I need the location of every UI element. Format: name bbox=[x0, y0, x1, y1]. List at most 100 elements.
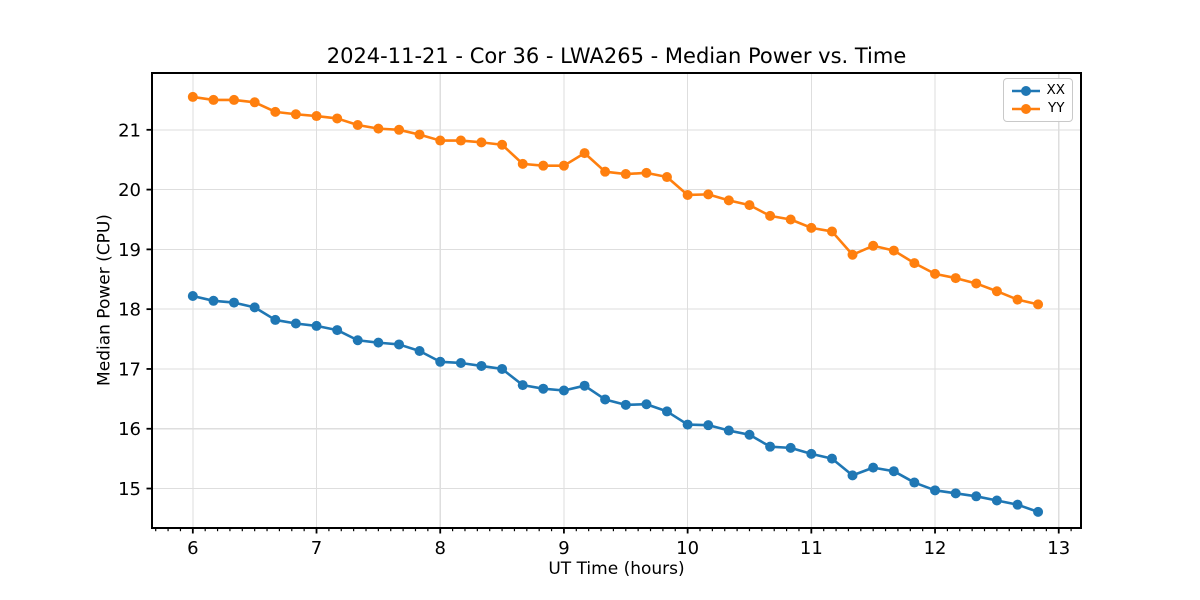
legend-label-yy: YY bbox=[1048, 100, 1065, 117]
data-point-xx bbox=[455, 357, 466, 368]
data-point-xx bbox=[703, 420, 714, 431]
legend-label-xx: XX bbox=[1046, 82, 1066, 99]
data-point-xx bbox=[620, 399, 631, 410]
data-point-yy bbox=[249, 97, 260, 108]
data-point-xx bbox=[661, 406, 672, 417]
data-point-xx bbox=[785, 442, 796, 453]
data-point-yy bbox=[332, 113, 343, 124]
data-point-xx bbox=[270, 314, 281, 325]
data-point-yy bbox=[765, 210, 776, 221]
data-point-xx bbox=[394, 339, 405, 350]
legend-line-marker-icon bbox=[1012, 104, 1040, 114]
series-line-yy bbox=[191, 95, 1040, 306]
y-axis-label: Median Power (CPU) bbox=[94, 214, 115, 386]
data-point-xx bbox=[249, 302, 260, 313]
data-point-yy bbox=[682, 189, 693, 200]
data-point-yy bbox=[1012, 294, 1023, 305]
data-point-yy bbox=[187, 91, 198, 102]
data-point-yy bbox=[270, 106, 281, 117]
data-point-yy bbox=[352, 120, 363, 131]
data-point-xx bbox=[476, 360, 487, 371]
legend-line-marker-icon bbox=[1012, 86, 1040, 96]
data-point-xx bbox=[888, 466, 899, 477]
data-point-yy bbox=[229, 94, 240, 105]
data-point-yy bbox=[414, 129, 425, 140]
data-point-xx bbox=[414, 346, 425, 357]
data-point-yy bbox=[579, 148, 590, 159]
x-tick-label: 8 bbox=[434, 538, 445, 559]
data-point-xx bbox=[208, 295, 219, 306]
data-point-yy bbox=[1033, 299, 1044, 310]
x-tick-label: 9 bbox=[558, 538, 569, 559]
data-point-xx bbox=[868, 462, 879, 473]
data-point-xx bbox=[1012, 499, 1023, 510]
data-point-yy bbox=[290, 109, 301, 120]
data-point-yy bbox=[455, 135, 466, 146]
data-point-yy bbox=[600, 166, 611, 177]
data-point-xx bbox=[435, 356, 446, 367]
data-point-xx bbox=[373, 337, 384, 348]
y-tick-label: 18 bbox=[118, 300, 141, 321]
data-point-yy bbox=[703, 189, 714, 200]
data-point-yy bbox=[868, 240, 879, 251]
data-point-xx bbox=[991, 495, 1002, 506]
data-point-yy bbox=[497, 139, 508, 150]
x-tick-label: 10 bbox=[676, 538, 699, 559]
data-point-yy bbox=[620, 169, 631, 180]
x-tick-label: 12 bbox=[924, 538, 947, 559]
data-point-yy bbox=[517, 158, 528, 169]
data-point-yy bbox=[826, 226, 837, 237]
data-point-xx bbox=[187, 291, 198, 302]
data-point-yy bbox=[641, 167, 652, 178]
data-point-xx bbox=[579, 380, 590, 391]
data-point-xx bbox=[682, 419, 693, 430]
data-point-yy bbox=[744, 200, 755, 211]
data-point-yy bbox=[971, 278, 982, 289]
data-point-yy bbox=[208, 94, 219, 105]
data-point-xx bbox=[806, 448, 817, 459]
data-point-xx bbox=[1033, 506, 1044, 517]
legend-row-xx: XX bbox=[1011, 84, 1065, 98]
plot-border bbox=[151, 72, 1082, 529]
data-point-xx bbox=[971, 491, 982, 502]
data-point-xx bbox=[723, 425, 734, 436]
data-point-xx bbox=[229, 297, 240, 308]
x-tick-label: 6 bbox=[187, 538, 198, 559]
data-point-yy bbox=[435, 135, 446, 146]
data-point-xx bbox=[352, 335, 363, 346]
y-tick-label: 20 bbox=[118, 180, 141, 201]
x-tick-label: 7 bbox=[311, 538, 322, 559]
x-tick-label: 13 bbox=[1047, 538, 1070, 559]
x-tick-label: 11 bbox=[800, 538, 823, 559]
data-point-xx bbox=[765, 441, 776, 452]
data-point-xx bbox=[909, 477, 920, 488]
y-tick-label: 19 bbox=[118, 240, 141, 261]
data-point-yy bbox=[311, 111, 322, 122]
y-tick-label: 21 bbox=[118, 120, 141, 141]
data-point-yy bbox=[558, 160, 569, 171]
data-point-xx bbox=[517, 380, 528, 391]
data-point-yy bbox=[909, 258, 920, 269]
data-point-yy bbox=[394, 124, 405, 135]
data-point-xx bbox=[497, 363, 508, 374]
legend-row-yy: YY bbox=[1011, 102, 1065, 116]
data-point-yy bbox=[888, 245, 899, 256]
data-point-xx bbox=[558, 385, 569, 396]
data-point-xx bbox=[290, 318, 301, 329]
data-point-xx bbox=[950, 488, 961, 499]
chart-title: 2024-11-21 - Cor 36 - LWA265 - Median Po… bbox=[326, 44, 907, 68]
data-point-xx bbox=[311, 320, 322, 331]
data-point-xx bbox=[641, 399, 652, 410]
data-point-xx bbox=[744, 429, 755, 440]
data-point-yy bbox=[991, 286, 1002, 297]
data-point-yy bbox=[476, 137, 487, 148]
data-point-yy bbox=[847, 249, 858, 260]
data-point-yy bbox=[930, 268, 941, 279]
data-point-yy bbox=[785, 214, 796, 225]
data-point-xx bbox=[538, 383, 549, 394]
data-point-xx bbox=[600, 394, 611, 405]
legend: XX YY bbox=[1003, 78, 1073, 122]
y-tick-label: 16 bbox=[118, 419, 141, 440]
